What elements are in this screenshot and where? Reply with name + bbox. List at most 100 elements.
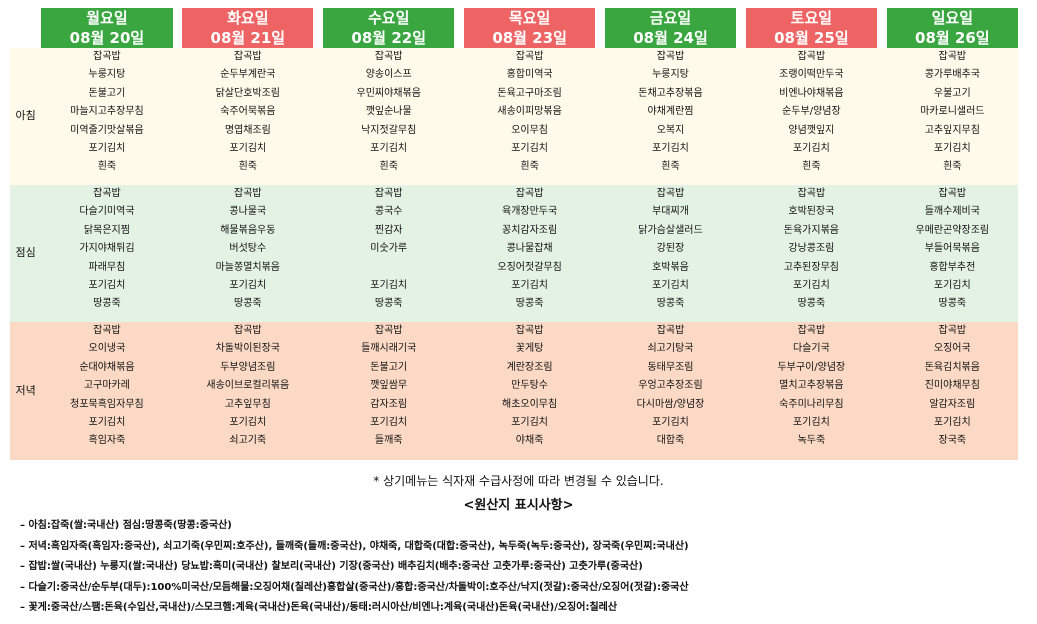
column-gap: [595, 322, 605, 460]
menu-item: 깻잎쌈무: [370, 380, 408, 392]
day-date: 08월 26일: [915, 29, 990, 47]
menu-item: 잡곡밥: [234, 188, 262, 199]
menu-item: 우불고기: [933, 87, 971, 99]
day-date: 08월 23일: [492, 29, 567, 47]
day-header: 월요일 08월 20일: [41, 8, 173, 48]
menu-item: 오징어국: [933, 343, 971, 355]
day-header: 화요일 08월 21일: [182, 8, 314, 48]
menu-item: 깻잎순나물: [365, 106, 412, 118]
menu-item: 강낭콩조림: [788, 243, 835, 255]
menu-item: 진미야채무침: [924, 380, 980, 392]
column-gap: [313, 322, 324, 460]
column-gap: [595, 48, 605, 185]
menu-item: 잡곡밥: [515, 188, 544, 199]
menu-item: 미역줄기맛살볶음: [70, 124, 144, 136]
menu-item: 닭살단호박조림: [215, 87, 281, 99]
menu-item: 두부구이/양념장: [777, 361, 846, 373]
menu-cell-dinner: 잡곡밥 차돌박이된장국 두부양념조림 새송이브로컬리볶음 고추잎무침 포기김치 쇠고기죽: [182, 322, 314, 460]
day-header: 토요일 08월 25일: [745, 8, 878, 48]
menu-item: 콩나물국: [229, 206, 267, 218]
menu-item: 마늘지고추장무침: [70, 106, 144, 118]
column-gap: [736, 322, 746, 460]
menu-item: 잡곡밥: [938, 188, 967, 199]
origin-title: <원산지 표시사항>: [463, 498, 574, 513]
menu-item: 잡곡밥: [797, 51, 826, 62]
menu-item: 잡곡밥: [93, 188, 121, 199]
day-date: 08월 24일: [633, 29, 708, 47]
menu-item: 장국죽: [938, 435, 967, 447]
menu-item: 호박볶음: [652, 261, 689, 273]
column-gap: [736, 48, 746, 185]
menu-item: 땅콩죽: [93, 298, 121, 310]
header-gap: [736, 8, 746, 48]
day-name: 월요일: [86, 9, 128, 27]
menu-item: 돈육고구마조림: [497, 87, 562, 99]
menu-item: 새송이피망볶음: [497, 106, 562, 118]
column-gap: [313, 185, 324, 322]
menu-item: 콩나물잡채: [506, 243, 553, 255]
menu-item: 고추된장무침: [783, 261, 839, 273]
menu-item: 감자조림: [370, 398, 408, 410]
menu-item: 포기김치: [229, 280, 267, 292]
menu-item: 포기김치: [511, 280, 548, 292]
menu-item: 순두부계란국: [220, 69, 276, 81]
menu-cell-breakfast: 잡곡밥 홍합미역국 돈육고구마조림 새송이피망볶음 오이무침 포기김치 흰죽: [463, 48, 596, 185]
day-name: 금요일: [649, 9, 692, 27]
menu-item: 포기김치: [652, 280, 689, 292]
menu-item: 새송이브로컬리볶음: [206, 380, 290, 392]
menu-item: 쇠고기죽: [229, 435, 267, 447]
header-gap: [877, 8, 887, 48]
menu-item: 흰죽: [943, 161, 962, 173]
menu-item: 차돌박이된장국: [215, 343, 281, 355]
header-gap: [454, 8, 464, 48]
menu-item: 마카로니샐러드: [920, 106, 985, 118]
menu-item: 찐감자: [374, 224, 403, 236]
menu-item: 닭목은지찜: [83, 224, 130, 236]
header-gap: [313, 8, 324, 48]
menu-item: 흰죽: [379, 161, 398, 173]
menu-item: 청포묵흑임자무침: [70, 398, 144, 410]
menu-item: 포기김치: [652, 417, 689, 429]
menu-item: 포기김치: [370, 280, 408, 292]
menu-cell-lunch: 잡곡밥 들깨수제비국 우메란곤약장조림 부들어묵볶음 홍합부추전 포기김치 땅콩죽: [886, 185, 1018, 322]
menu-item: 들깨죽: [374, 435, 403, 447]
menu-item: 낙지젓갈무침: [361, 124, 417, 136]
menu-item: 숙주어묵볶음: [220, 106, 276, 118]
menu-item: 파래무침: [88, 261, 126, 273]
menu-item: 잡곡밥: [656, 325, 685, 336]
menu-item: 순대야채볶음: [79, 361, 135, 373]
day-header: 수요일 08월 22일: [323, 8, 455, 48]
menu-item: 다슬기국: [792, 343, 830, 355]
menu-cell-breakfast: 잡곡밥 누룽지탕 돈불고기 마늘지고추장무침 미역줄기맛살볶음 포기김치 흰죽: [41, 48, 173, 185]
menu-item: 잡곡밥: [374, 325, 403, 336]
origin-line: – 다슬기:중국산/순두부(대두):100%미국산/모듬해물:오징어채(칠레산)…: [20, 581, 689, 593]
menu-item: 흰죽: [802, 161, 821, 173]
menu-item: 다슬기미역국: [79, 206, 135, 218]
menu-item: 해초오이무침: [502, 398, 558, 410]
menu-item: 잡곡밥: [656, 51, 685, 62]
breakfast-row: 아침 잡곡밥 누룽지탕 돈불고기 마늘지고추장무침 미역줄기맛살볶음 포기김치 흰죽 잡곡밥 순…: [10, 48, 1018, 185]
menu-item: 마늘쫑멸치볶음: [215, 261, 281, 273]
menu-item: 돈불고기: [88, 87, 126, 99]
menu-item: 흑임자죽: [88, 435, 126, 447]
column-gap: [736, 185, 746, 322]
weekly-menu-table: 월요일 08월 20일 화요일 08월 21일 수요일 08월 22일 목요일 08월 23일…: [10, 8, 1018, 460]
menu-item: 잡곡밥: [938, 51, 967, 62]
menu-item: 오이냉국: [88, 343, 126, 355]
menu-item: 포기김치: [88, 280, 126, 292]
menu-item: 땅콩죽: [938, 298, 967, 310]
menu-item: 흰죽: [661, 161, 680, 173]
menu-item: 포기김치: [511, 417, 548, 429]
menu-item: 고추잎지무침: [924, 124, 980, 136]
menu-item: 비엔나야채볶음: [779, 87, 844, 99]
menu-item: 멸치고추장볶음: [779, 380, 844, 392]
menu-item: 부대찌개: [652, 206, 689, 218]
menu-item: 부들어묵볶음: [924, 243, 980, 255]
day-name: 화요일: [227, 9, 269, 27]
origin-list: – 아침:잡죽(쌀:국내산) 점심:땅콩죽(땅콩:중국산) – 저녁:흑임자죽(…: [20, 516, 689, 619]
column-gap: [454, 185, 464, 322]
day-header: 일요일 08월 26일: [886, 8, 1018, 48]
column-gap: [172, 48, 183, 185]
menu-item: 만두탕수: [511, 380, 548, 392]
menu-item: 명엽채조림: [224, 124, 271, 136]
